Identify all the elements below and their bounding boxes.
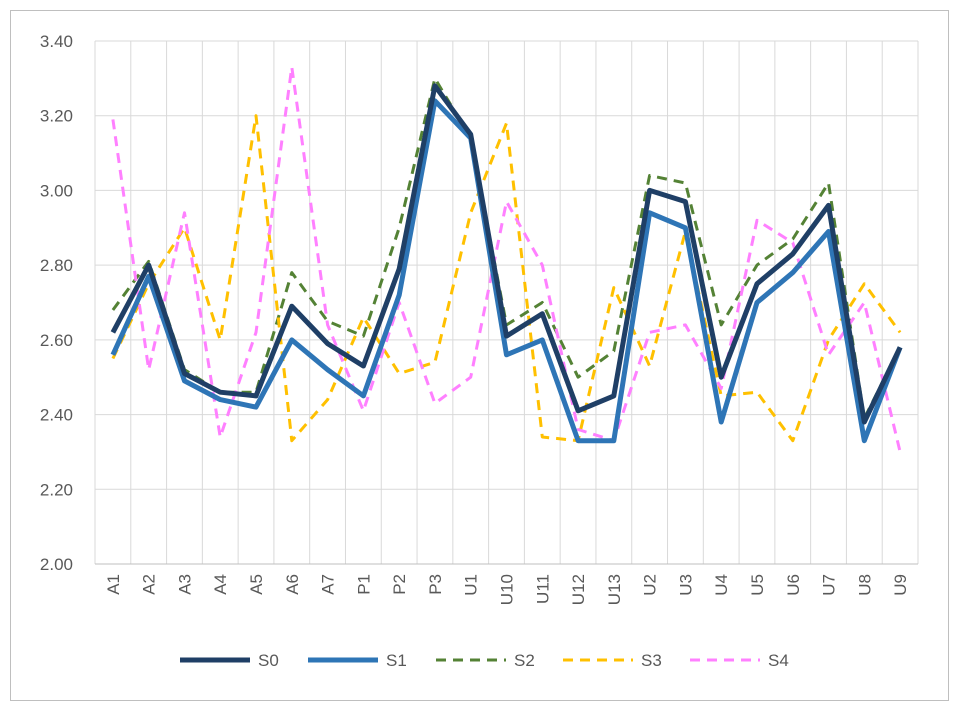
y-tick-label: 2.20: [40, 480, 73, 499]
x-tick-label: A4: [211, 574, 230, 595]
x-tick-label: U9: [891, 574, 910, 596]
legend-label-s0: S0: [258, 651, 279, 670]
x-tick-label: U10: [498, 574, 517, 605]
x-tick-label: P2: [390, 574, 409, 595]
series-lines: [110, 65, 903, 453]
legend: S0 S1 S2 S3 S4: [180, 651, 789, 670]
x-tick-label: U7: [820, 574, 839, 596]
y-tick-label: 2.00: [40, 555, 73, 574]
y-tick-label: 2.40: [40, 406, 73, 425]
x-tick-label: U1: [462, 574, 481, 596]
y-tick-label: 2.80: [40, 256, 73, 275]
x-tick-label: U11: [533, 574, 552, 604]
legend-label-s3: S3: [641, 651, 662, 670]
y-tick-label: 3.40: [40, 32, 73, 51]
y-axis-ticks: 2.00 2.20 2.40 2.60 2.80 3.00 3.20 3.40: [40, 32, 73, 574]
x-axis-ticks: A1 A2 A3 A4 A5 A6 A7 P1 P2 P3 U1 U10 U11 U12 U13 U2 U3 U4…: [104, 574, 910, 605]
x-tick-label: P3: [426, 574, 445, 595]
x-tick-label: U5: [748, 574, 767, 596]
x-tick-label: A3: [175, 574, 194, 595]
legend-label-s2: S2: [514, 651, 535, 670]
y-tick-label: 2.60: [40, 331, 73, 350]
series-line-s2: [111, 76, 902, 420]
x-tick-label: A2: [140, 574, 159, 595]
x-tick-label: U2: [641, 574, 660, 596]
x-tick-label: U12: [569, 574, 588, 605]
x-tick-label: A7: [319, 574, 338, 595]
legend-label-s4: S4: [768, 651, 789, 670]
x-tick-label: A6: [283, 574, 302, 595]
series-line-s1: [110, 98, 903, 444]
series-line-s4: [111, 65, 902, 453]
legend-label-s1: S1: [386, 651, 407, 670]
x-tick-label: U4: [712, 574, 731, 596]
x-tick-label: P1: [354, 574, 373, 595]
x-tick-label: U13: [605, 574, 624, 605]
gridlines: [94, 40, 919, 565]
x-tick-label: A1: [104, 574, 123, 595]
x-tick-label: U3: [676, 574, 695, 596]
x-tick-label: U8: [855, 574, 874, 596]
y-tick-label: 3.20: [40, 107, 73, 126]
x-tick-label: A5: [247, 574, 266, 595]
series-line-s3: [111, 114, 902, 443]
series-line-s0: [110, 83, 903, 425]
y-tick-label: 3.00: [40, 181, 73, 200]
x-tick-label: U6: [784, 574, 803, 596]
